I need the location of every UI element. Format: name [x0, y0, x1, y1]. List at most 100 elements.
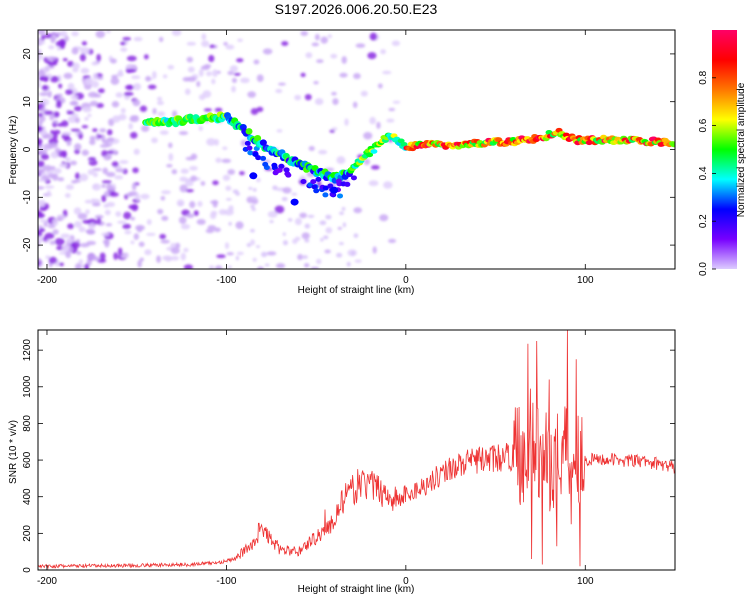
spectrogram-noise-blob [145, 75, 151, 82]
spectrogram-noise-blob [170, 242, 176, 249]
colorbar-gradient [712, 30, 737, 269]
spectrogram-noise-blob [211, 78, 216, 85]
spectrogram-noise-blob [164, 255, 173, 262]
snr-x-tick-label: 0 [403, 576, 409, 587]
spectrogram-noise-blob [67, 82, 75, 90]
spectrogram-noise-blob [79, 173, 89, 182]
spectrogram-noise-blob [281, 41, 289, 46]
spectrogram-noise-blob [50, 76, 59, 83]
spectrogram-noise-blob [53, 167, 62, 174]
spectrogram-noise-blob [350, 250, 356, 256]
spectrogram-noise-blob [369, 116, 376, 125]
spectrogram-ridge-cell [337, 193, 344, 199]
spectrogram-noise-blob [62, 150, 67, 159]
spectrogram-noise-blob [299, 212, 307, 219]
spectrogram-noise-blob [66, 238, 74, 244]
spectrogram-ridge-cell [322, 192, 329, 198]
spectrogram-noise-blob [224, 242, 230, 250]
spectrogram-noise-blob [346, 261, 351, 267]
spectrogram-noise-blob [314, 33, 320, 41]
spectrogram-noise-blob [212, 199, 218, 208]
spectrogram-noise-blob [261, 251, 268, 258]
snr-y-axis-label: SNR (10 * v/v) [8, 420, 19, 484]
spectrogram-y-tick-label: 10 [22, 96, 33, 108]
spectrogram-noise-blob [377, 83, 383, 89]
spectrogram-noise-blob [207, 225, 217, 230]
spectrogram-noise-blob [50, 151, 59, 159]
spectrogram-ridge-cell [322, 185, 329, 191]
spectrogram-noise-blob [386, 118, 395, 123]
spectrogram-noise-blob [380, 49, 386, 55]
spectrogram-noise-blob [129, 116, 140, 123]
spectrogram-noise-blob [250, 228, 255, 233]
spectrogram-noise-blob [87, 229, 96, 235]
spectrogram-noise-blob [61, 245, 69, 253]
spectrogram-x-tick-label: 100 [577, 275, 594, 286]
snr-y-tick-label: 400 [22, 488, 33, 505]
spectrogram-noise-blob [70, 128, 81, 132]
spectrogram-noise-blob [78, 226, 86, 233]
spectrogram-noise-blob [214, 138, 219, 146]
spectrogram-noise-blob [73, 179, 81, 183]
spectrogram-noise-blob [94, 214, 104, 219]
spectrogram-noise-blob [391, 40, 401, 47]
spectrogram-noise-blob [99, 128, 107, 133]
spectrogram-noise-blob [106, 183, 113, 191]
spectrogram-noise-blob [267, 210, 278, 218]
spectrogram-noise-blob [111, 101, 120, 108]
spectrogram-noise-blob [120, 254, 130, 259]
spectrogram-noise-blob [185, 189, 194, 193]
spectrogram-noise-blob [311, 42, 320, 47]
spectrogram-noise-blob [84, 199, 93, 204]
spectrogram-noise-blob [48, 45, 55, 50]
spectrogram-noise-blob [62, 57, 68, 62]
spectrogram-noise-blob [281, 197, 288, 202]
spectrogram-noise-blob [353, 207, 363, 214]
spectrogram-noise-blob [215, 157, 222, 163]
spectrogram-noise-blob [44, 232, 55, 239]
spectrogram-noise-blob [119, 160, 129, 164]
spectrogram-noise-blob [123, 211, 132, 220]
spectrogram-noise-blob [132, 99, 141, 107]
spectrogram-noise-blob [65, 250, 72, 259]
spectrogram-ridge-cell [278, 163, 285, 169]
spectrogram-noise-blob [353, 73, 361, 80]
spectrogram-noise-blob [278, 82, 286, 86]
spectrogram-noise-blob [225, 198, 232, 201]
spectrogram-noise-blob [256, 106, 264, 112]
spectrogram-noise-blob [146, 232, 156, 236]
spectrogram-noise-blob [88, 222, 96, 230]
spectrogram-noise-blob [123, 91, 134, 97]
spectrogram-noise-blob [91, 202, 101, 207]
spectrogram-noise-blob [316, 258, 322, 265]
spectrogram-noise-blob [212, 180, 219, 186]
snr-x-tick-label: -100 [216, 576, 236, 587]
snr-x-axis-label: Height of straight line (km) [298, 584, 415, 595]
snr-y-tick-label: 600 [22, 451, 33, 468]
spectrogram-noise-blob [58, 262, 64, 267]
spectrogram-noise-blob [45, 65, 51, 73]
spectrogram-noise-blob [78, 259, 84, 265]
spectrogram-noise-blob [282, 240, 288, 246]
spectrogram-noise-blob [72, 113, 79, 119]
spectrogram-noise-blob [186, 213, 195, 218]
spectrogram-noise-blob [38, 112, 43, 118]
spectrogram-noise-blob [101, 194, 107, 203]
spectrogram-noise-blob [360, 90, 368, 97]
spectrogram-noise-blob [73, 221, 82, 228]
spectrogram-ridge-cell [246, 145, 253, 151]
spectrogram-noise-blob [167, 64, 175, 70]
spectrogram-noise-blob [89, 135, 96, 141]
spectrogram-noise-blob [185, 156, 195, 161]
spectrogram-noise-blob [246, 242, 252, 248]
spectrogram-noise-blob [75, 263, 82, 269]
spectrogram-noise-blob [240, 139, 247, 147]
spectrogram-noise-blob [91, 61, 99, 66]
spectrogram-noise-blob [344, 118, 349, 126]
spectrogram-noise-blob [110, 58, 117, 64]
spectrogram-noise-blob [106, 150, 115, 154]
snr-x-ticks: -200 -100 0 100 [37, 330, 594, 587]
spectrogram-noise-blob [367, 52, 377, 60]
spectrogram-ridge-cell [585, 140, 593, 146]
spectrogram-noise-blob [124, 230, 132, 235]
